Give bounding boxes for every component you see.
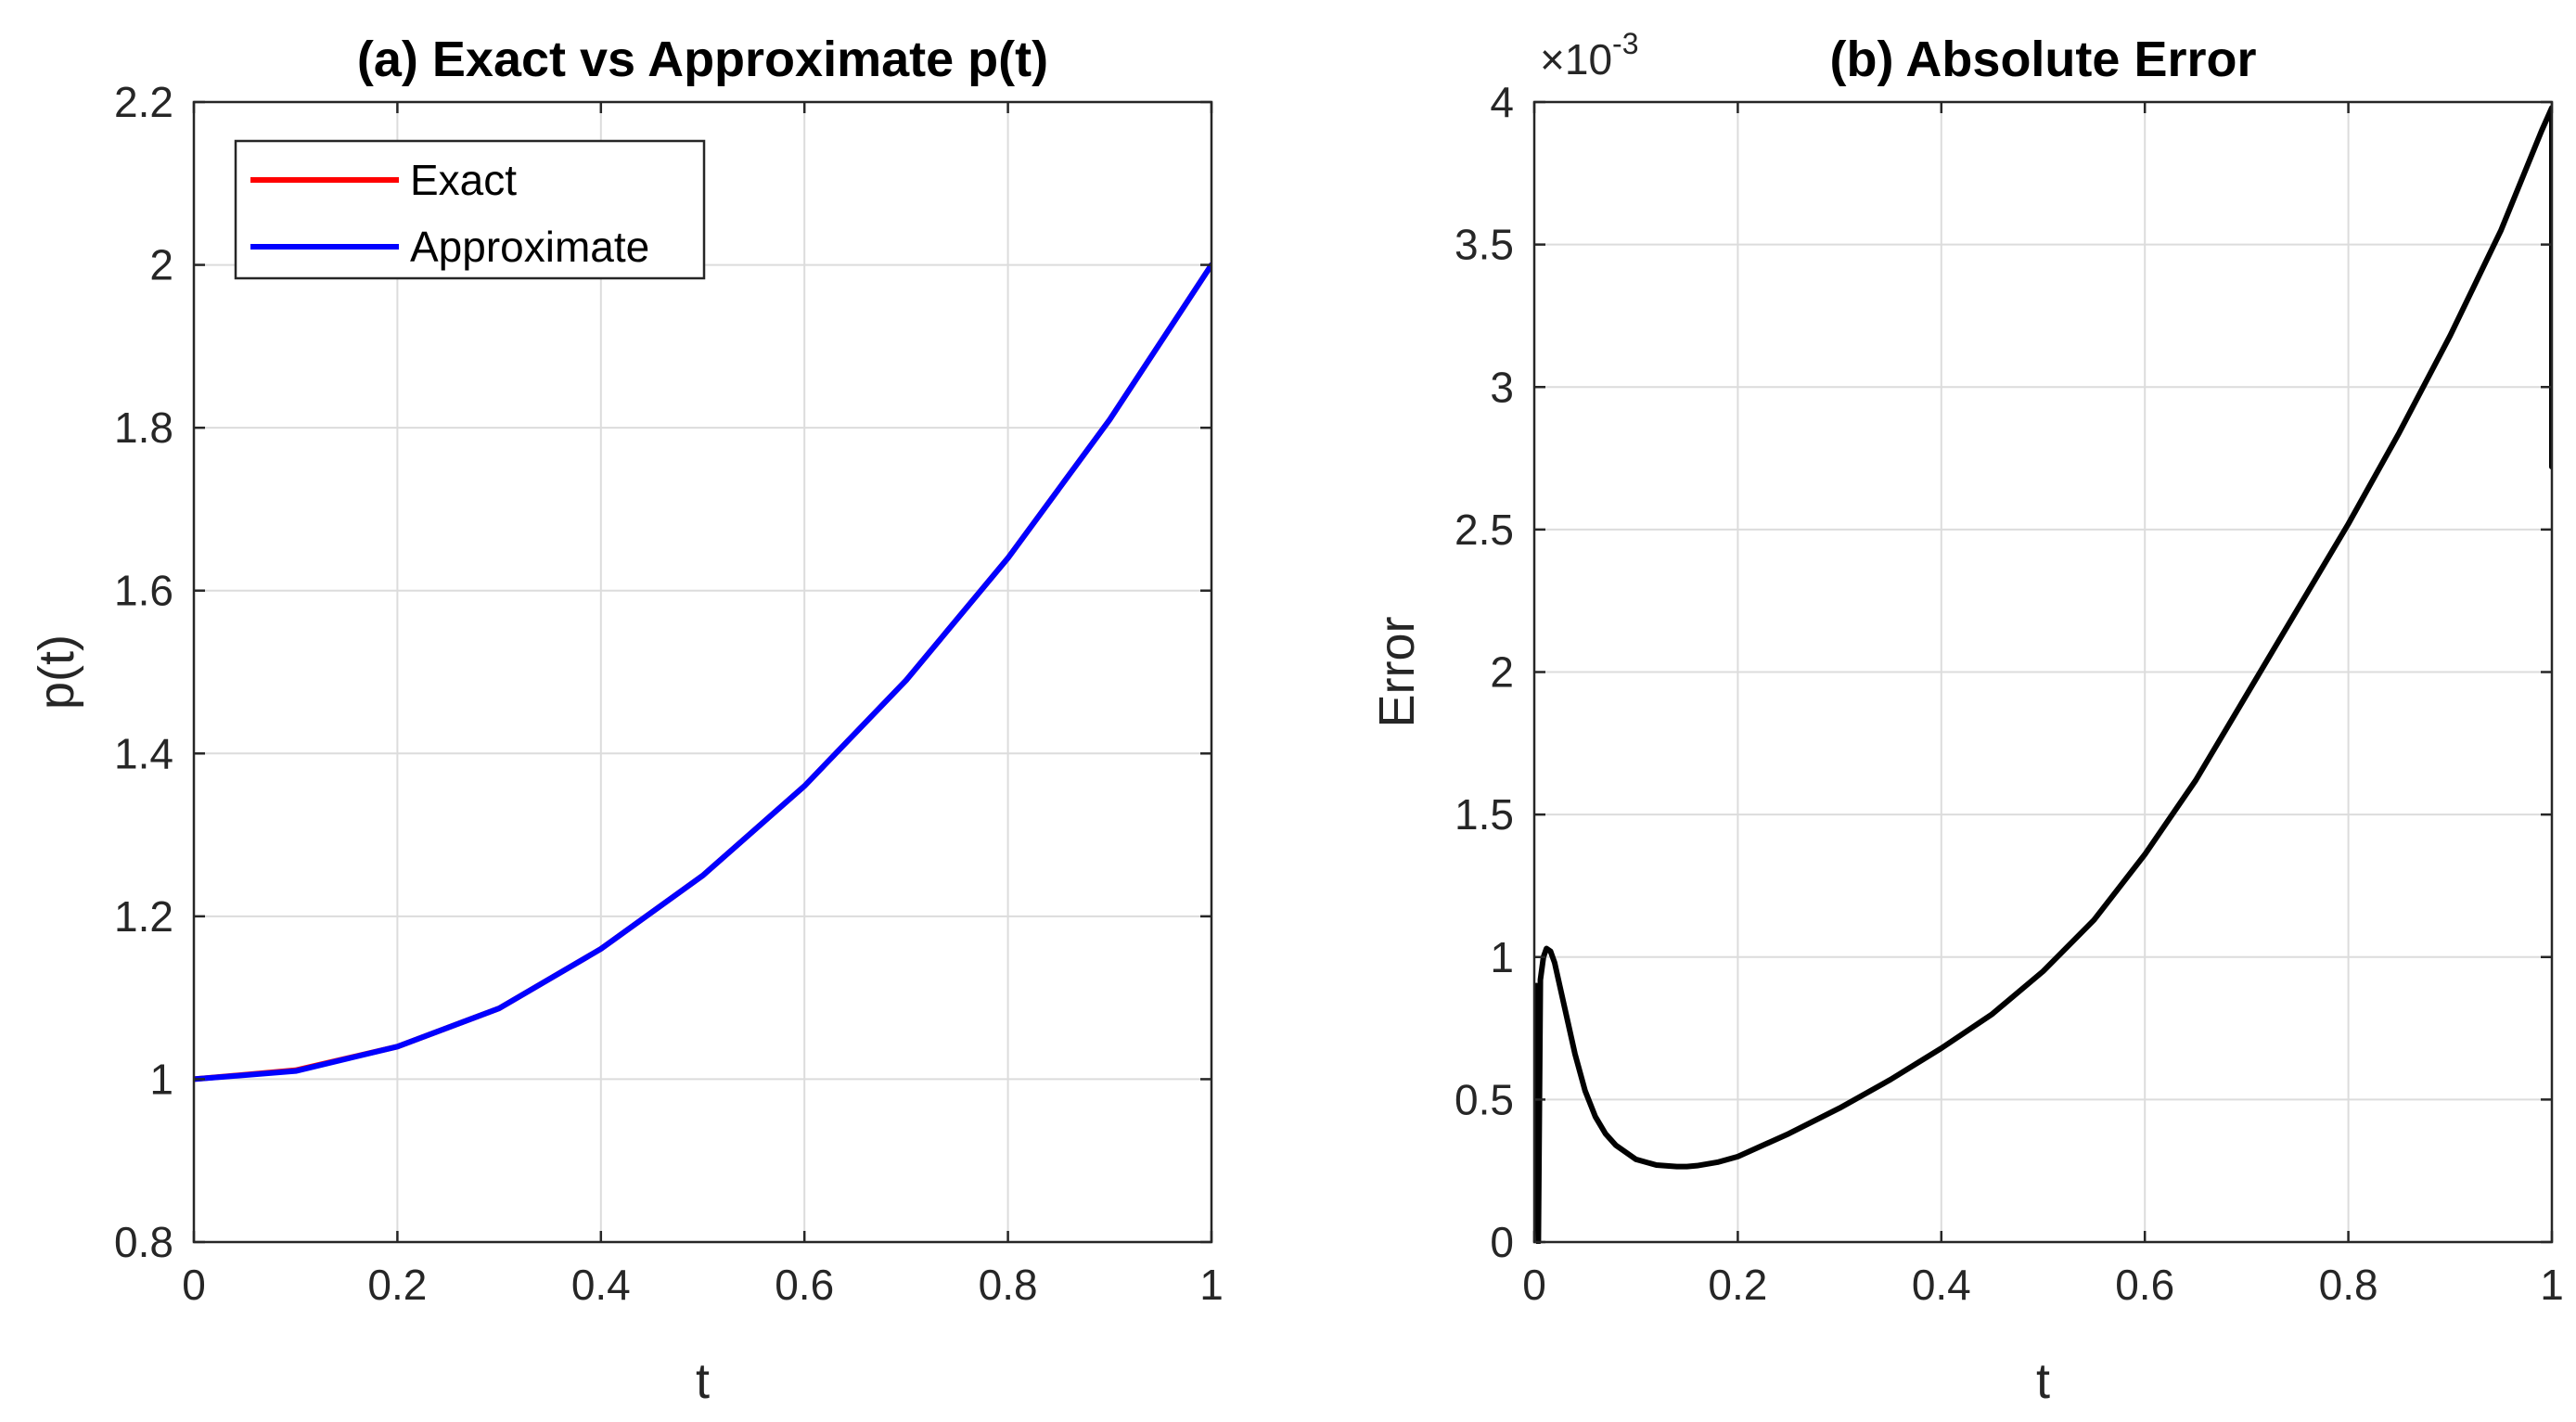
legend-label-approximate: Approximate	[410, 223, 649, 271]
legend-box	[234, 139, 706, 280]
x-tick-label: 0.2	[367, 1261, 427, 1309]
x-tick-label: 0.8	[2319, 1261, 2378, 1309]
legend-label-exact: Exact	[410, 156, 517, 204]
chart-title: (b) Absolute Error	[1829, 32, 2256, 87]
y-tick-label: 3.5	[1455, 221, 1514, 269]
y-tick-label: 1.6	[114, 567, 173, 615]
series-line-approximate	[194, 262, 1211, 1083]
y-tick-label: 0.8	[114, 1218, 173, 1266]
series-line-error	[1534, 105, 2552, 1244]
y-tick-label: 3	[1490, 363, 1514, 411]
y-tick-label: 1.2	[114, 892, 173, 941]
y-tick-label: 1	[149, 1055, 173, 1103]
y-axis-label: Error	[1369, 616, 1425, 727]
y-axis-label: p(t)	[29, 634, 84, 710]
y-tick-label: 2.2	[114, 78, 173, 126]
x-tick-label: 0.4	[571, 1261, 631, 1309]
x-tick-label: 0	[182, 1261, 206, 1309]
series-group	[1534, 105, 2552, 1244]
y-scale-multiplier: ×10-3	[1540, 27, 1638, 83]
y-scale-base: ×10	[1540, 35, 1612, 83]
y-tick-label: 4	[1490, 78, 1514, 126]
y-tick-label: 1	[1490, 933, 1514, 981]
y-scale-exponent: -3	[1612, 27, 1638, 60]
x-tick-label: 0.8	[979, 1261, 1038, 1309]
y-tick-label: 2.5	[1455, 506, 1514, 554]
x-tick-label: 0	[1522, 1261, 1546, 1309]
chart-title: (a) Exact vs Approximate p(t)	[357, 32, 1048, 87]
legend: Exact Approximate	[234, 139, 706, 280]
y-tick-label: 2	[1490, 648, 1514, 697]
x-axis-label: t	[2036, 1353, 2050, 1409]
x-tick-label: 0.6	[2115, 1261, 2174, 1309]
y-tick-label: 1.8	[114, 404, 173, 452]
x-tick-label: 0.2	[1708, 1261, 1767, 1309]
x-tick-label: 0.6	[775, 1261, 834, 1309]
y-tick-label: 0.5	[1455, 1075, 1514, 1123]
x-tick-label: 0.4	[1912, 1261, 1971, 1309]
chart-b: 0 0.2 0.4 0.6 0.8 1 0 0.5 1 1.5 2 2.5 3 3.5 4 (b) Absol…	[1369, 27, 2564, 1409]
y-tick-label: 0	[1490, 1218, 1514, 1266]
x-axis-label: t	[696, 1353, 710, 1409]
y-tick-label: 1.4	[114, 729, 173, 777]
x-tick-label: 1	[2540, 1261, 2564, 1309]
axes-box	[192, 100, 1213, 1244]
y-tick-label: 1.5	[1455, 790, 1514, 839]
series-group	[194, 262, 1211, 1083]
y-tick-label: 2	[149, 241, 173, 289]
chart-a: 0 0.2 0.4 0.6 0.8 1 0.8 1 1.2 1.4 1.6 1.8 2 2.2 (a) Ex…	[29, 32, 1224, 1409]
x-tick-label: 1	[1199, 1261, 1224, 1309]
